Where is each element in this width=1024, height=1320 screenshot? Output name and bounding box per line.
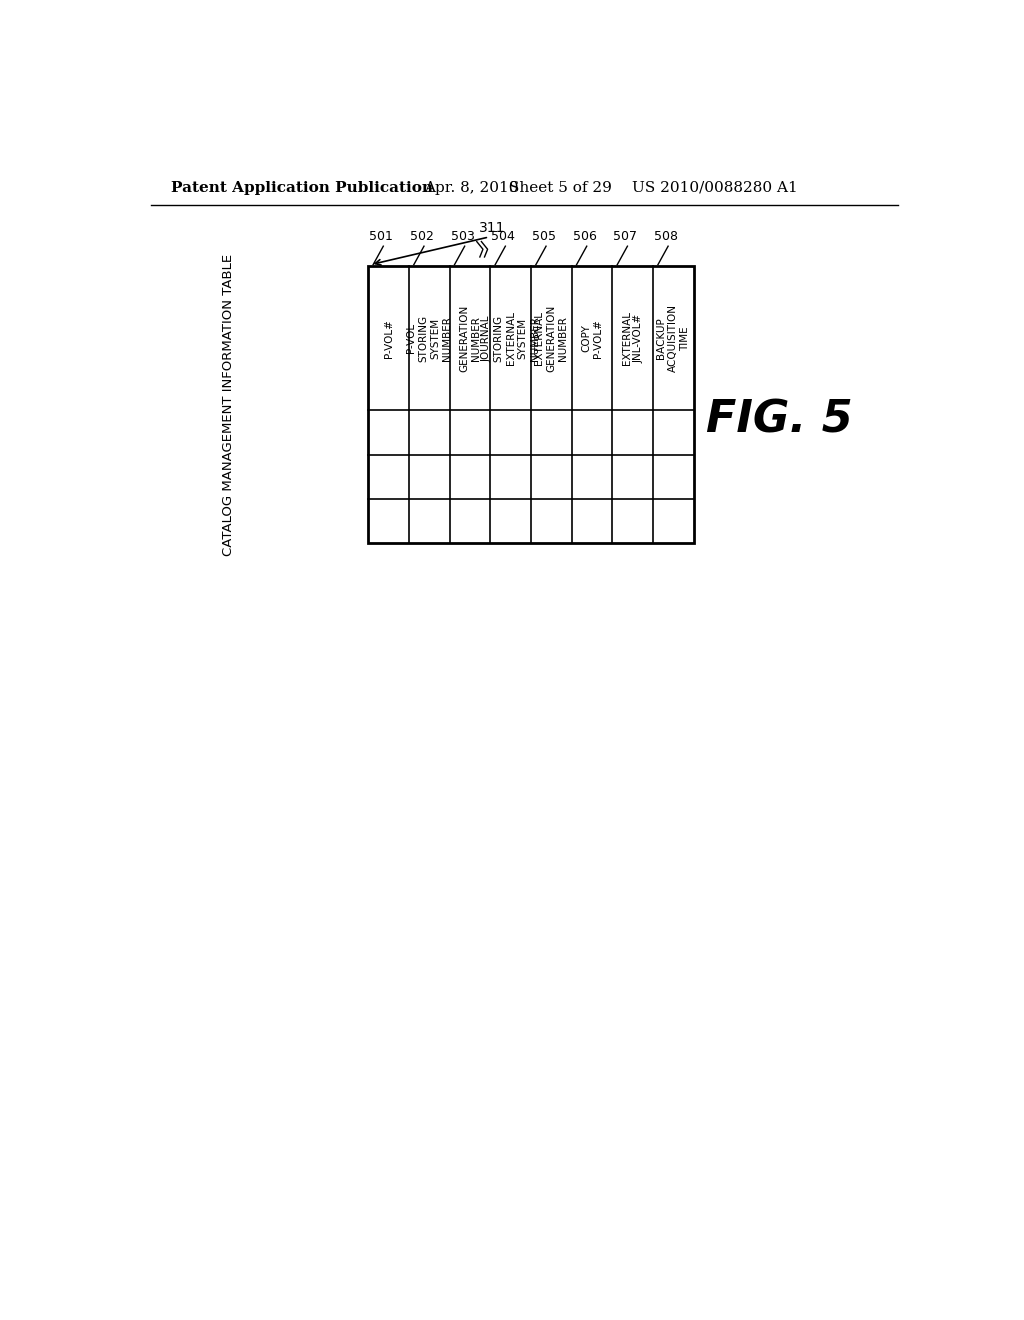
Text: COPY
P-VOL#: COPY P-VOL#: [581, 319, 603, 358]
Text: Patent Application Publication: Patent Application Publication: [171, 181, 432, 194]
Text: BACKUP
ACQUISITION
TIME: BACKUP ACQUISITION TIME: [656, 305, 690, 372]
Bar: [369, 267, 693, 544]
Text: GENERATION
NUMBER: GENERATION NUMBER: [459, 305, 481, 372]
Text: Apr. 8, 2010: Apr. 8, 2010: [424, 181, 518, 194]
Text: EXTERNAL
JNL-VOL#: EXTERNAL JNL-VOL#: [622, 312, 644, 366]
Text: FIG. 5: FIG. 5: [706, 399, 852, 442]
Text: 502: 502: [410, 231, 434, 243]
Text: P-VOL
STORING
SYSTEM
NUMBER: P-VOL STORING SYSTEM NUMBER: [407, 314, 453, 362]
Text: US 2010/0088280 A1: US 2010/0088280 A1: [632, 181, 798, 194]
Text: 503: 503: [451, 231, 474, 243]
Text: Sheet 5 of 29: Sheet 5 of 29: [509, 181, 612, 194]
Text: 504: 504: [492, 231, 515, 243]
Text: 505: 505: [532, 231, 556, 243]
Text: 508: 508: [654, 231, 678, 243]
Text: P-VOL#: P-VOL#: [384, 319, 393, 358]
Text: 501: 501: [370, 231, 393, 243]
Text: JOURNAL
STORING
EXTERNAL
SYSTEM
NUMBER: JOURNAL STORING EXTERNAL SYSTEM NUMBER: [481, 312, 540, 366]
Text: CATALOG MANAGEMENT INFORMATION TABLE: CATALOG MANAGEMENT INFORMATION TABLE: [222, 253, 236, 556]
Text: 311: 311: [479, 220, 506, 235]
Text: 507: 507: [613, 231, 637, 243]
Text: EXTERNAL
GENERATION
NUMBER: EXTERNAL GENERATION NUMBER: [535, 305, 568, 372]
Text: 506: 506: [572, 231, 597, 243]
